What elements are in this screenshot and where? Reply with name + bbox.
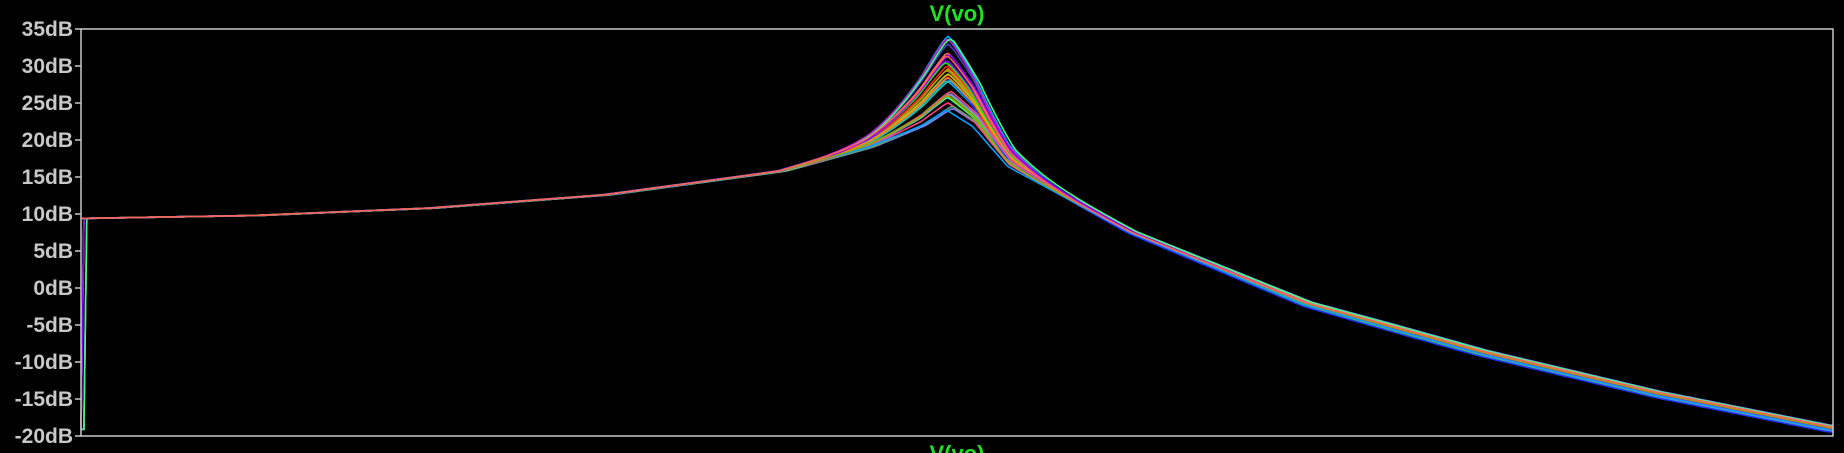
y-tick-label: 20dB — [22, 129, 73, 152]
y-tick-label: 25dB — [22, 92, 73, 115]
bottom-trace-label: V(vo) — [930, 441, 985, 453]
trace-group — [80, 35, 1834, 433]
y-tick-label: -15dB — [15, 388, 73, 411]
y-tick-label: -10dB — [15, 351, 73, 374]
y-tick-label: -5dB — [26, 314, 73, 337]
y-tick-label: 35dB — [22, 18, 73, 41]
monte-carlo-trace — [80, 55, 1834, 428]
y-tick-label: 15dB — [22, 166, 73, 189]
y-tick-label: 5dB — [33, 240, 73, 263]
y-tick-label: 10dB — [22, 203, 73, 226]
plot-frame — [80, 28, 1834, 437]
chart-title: V(vo) — [930, 1, 985, 26]
y-tick-label: 0dB — [33, 277, 73, 300]
y-tick-label: -20dB — [15, 425, 73, 448]
y-tick-label: 30dB — [22, 55, 73, 78]
y-axis: 35dB 30dB 25dB 20dB 15dB 10dB 5dB 0dB -5dB -10dB -… — [15, 18, 81, 448]
